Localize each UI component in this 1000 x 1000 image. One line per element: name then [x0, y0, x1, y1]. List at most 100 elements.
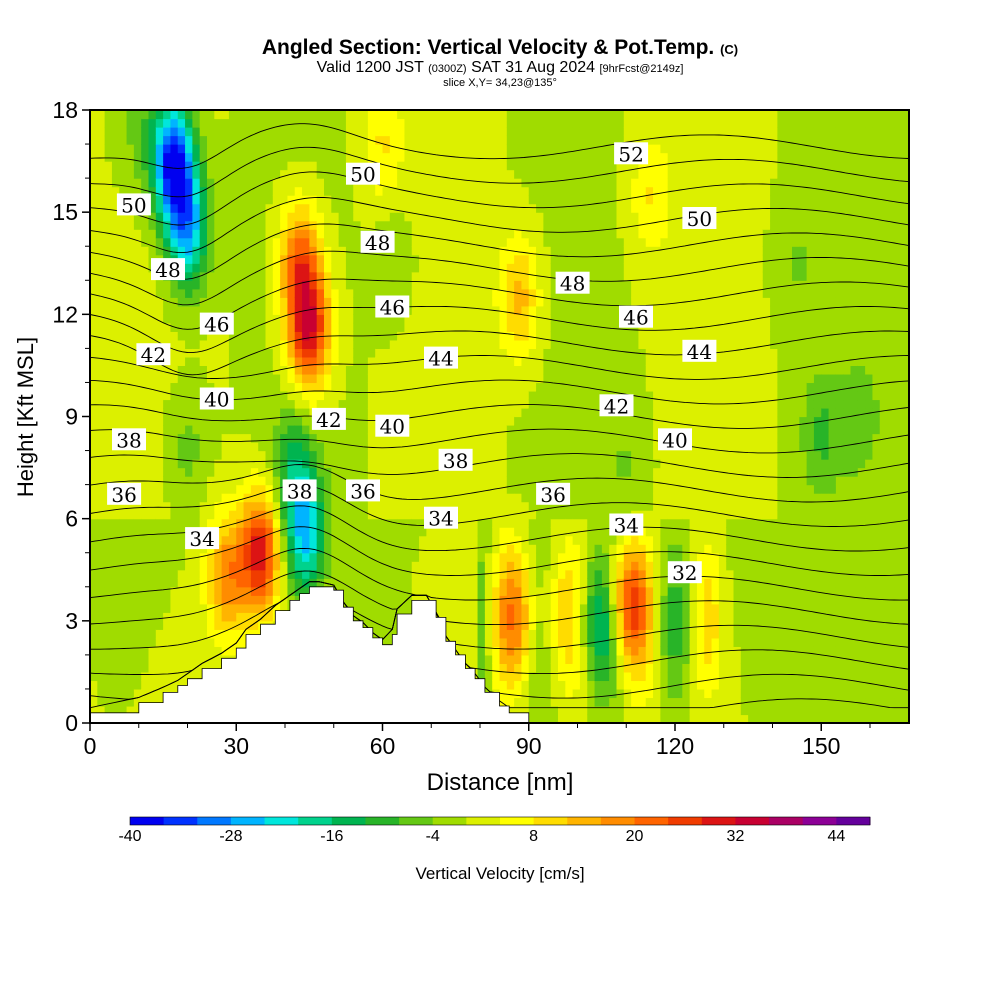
velocity-cell — [258, 246, 267, 256]
velocity-cell — [550, 544, 559, 554]
velocity-cell — [572, 212, 581, 222]
velocity-cell — [148, 118, 157, 128]
velocity-cell — [163, 442, 172, 452]
velocity-cell — [104, 688, 113, 699]
velocity-cell — [579, 356, 588, 367]
velocity-cell — [506, 484, 515, 494]
velocity-cell — [594, 629, 603, 639]
velocity-cell — [441, 544, 449, 554]
velocity-cell — [397, 229, 406, 239]
velocity-cell — [484, 339, 493, 349]
velocity-cell — [163, 382, 172, 392]
velocity-cell — [309, 339, 318, 349]
velocity-cell — [572, 467, 581, 477]
velocity-cell — [536, 663, 544, 673]
velocity-cell — [214, 425, 223, 435]
velocity-cell — [558, 654, 566, 664]
velocity-cell — [579, 561, 588, 571]
velocity-cell — [345, 246, 354, 256]
velocity-cell — [207, 442, 215, 452]
velocity-cell — [419, 118, 427, 128]
velocity-cell — [155, 110, 164, 120]
velocity-cell — [207, 552, 215, 562]
velocity-cell — [499, 135, 508, 145]
velocity-cell — [492, 467, 501, 477]
velocity-cell — [287, 407, 296, 418]
velocity-cell — [228, 493, 237, 503]
velocity-cell — [521, 203, 530, 213]
velocity-cell — [470, 229, 479, 239]
velocity-cell — [170, 348, 179, 358]
velocity-cell — [565, 161, 574, 171]
velocity-cell — [126, 356, 135, 367]
velocity-cell — [199, 152, 208, 162]
velocity-cell — [345, 322, 354, 332]
velocity-cell — [280, 390, 289, 401]
velocity-cell — [126, 373, 135, 384]
velocity-cell — [558, 578, 566, 588]
velocity-cell — [470, 390, 479, 401]
velocity-cell — [484, 280, 493, 290]
velocity-cell — [155, 288, 164, 298]
velocity-cell — [419, 535, 427, 545]
velocity-cell — [104, 705, 113, 716]
velocity-cell — [177, 544, 186, 554]
velocity-cell — [302, 382, 310, 392]
velocity-cell — [316, 578, 325, 588]
velocity-cell — [97, 697, 106, 707]
velocity-cell — [280, 459, 289, 469]
velocity-cell — [302, 356, 310, 367]
velocity-cell — [316, 493, 325, 503]
velocity-cell — [309, 135, 318, 145]
velocity-cell — [199, 518, 208, 528]
velocity-cell — [462, 127, 471, 137]
velocity-cell — [397, 152, 406, 162]
velocity-cell — [221, 280, 230, 290]
velocity-cell — [499, 314, 508, 324]
velocity-cell — [324, 135, 332, 145]
velocity-cell — [258, 578, 267, 588]
velocity-cell — [185, 356, 193, 367]
velocity-cell — [221, 152, 230, 162]
velocity-cell — [192, 178, 201, 188]
velocity-cell — [287, 365, 296, 375]
velocity-cell — [214, 161, 223, 171]
velocity-cell — [221, 586, 230, 596]
velocity-cell — [141, 305, 150, 315]
velocity-cell — [448, 203, 457, 213]
velocity-cell — [316, 203, 325, 213]
velocity-cell — [528, 552, 537, 562]
velocity-cell — [565, 263, 574, 273]
velocity-cell — [579, 246, 588, 256]
velocity-cell — [324, 561, 332, 571]
velocity-cell — [528, 373, 537, 384]
velocity-cell — [360, 297, 369, 307]
velocity-cell — [228, 637, 237, 647]
velocity-cell — [133, 578, 142, 588]
velocity-cell — [433, 220, 442, 230]
velocity-cell — [492, 620, 501, 630]
velocity-cell — [455, 646, 464, 656]
velocity-cell — [550, 263, 559, 273]
velocity-cell — [302, 339, 310, 349]
velocity-cell — [199, 646, 208, 656]
velocity-cell — [272, 297, 281, 307]
velocity-cell — [148, 280, 157, 290]
velocity-cell — [484, 561, 493, 571]
velocity-cell — [397, 212, 406, 222]
velocity-cell — [528, 127, 537, 137]
velocity-cell — [338, 373, 347, 384]
velocity-cell — [155, 484, 164, 494]
velocity-cell — [528, 254, 537, 264]
velocity-cell — [287, 382, 296, 392]
velocity-cell — [492, 118, 501, 128]
velocity-cell — [572, 263, 581, 273]
velocity-cell — [141, 407, 150, 418]
velocity-cell — [411, 237, 420, 247]
velocity-cell — [90, 339, 98, 349]
velocity-cell — [579, 484, 588, 494]
velocity-cell — [170, 280, 179, 290]
velocity-cell — [192, 407, 201, 418]
velocity-cell — [338, 246, 347, 256]
velocity-cell — [207, 220, 215, 230]
